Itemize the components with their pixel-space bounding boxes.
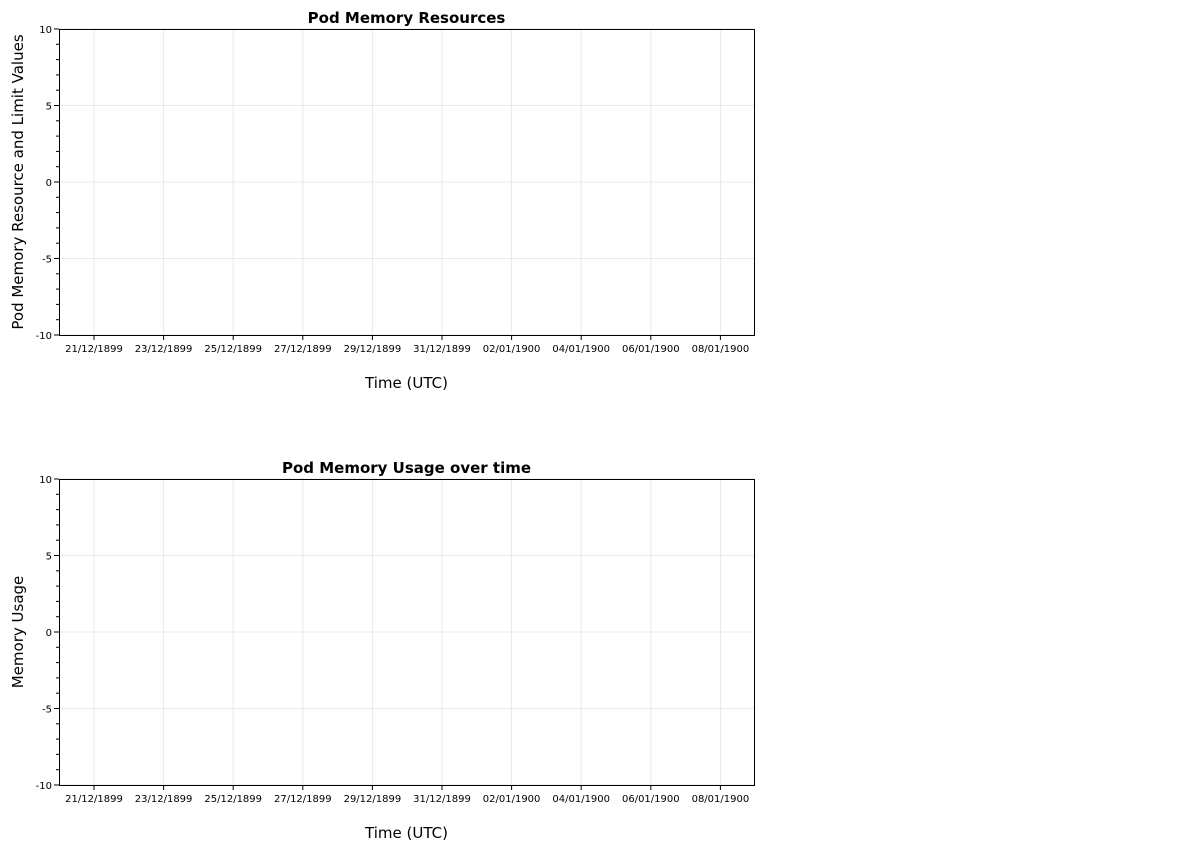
y-tick-label: 10 <box>39 475 52 486</box>
y-tick-label: 0 <box>46 628 52 639</box>
y-tick-label: 0 <box>46 178 52 189</box>
y-tick-label: -5 <box>42 255 52 266</box>
chart-title: Pod Memory Resources <box>308 9 506 27</box>
x-tick-label: 27/12/1899 <box>274 344 332 355</box>
y-tick-label: -10 <box>36 331 52 342</box>
x-tick-label: 31/12/1899 <box>413 794 471 805</box>
y-tick-label: -5 <box>42 705 52 716</box>
x-tick-label: 02/01/1900 <box>483 344 541 355</box>
chart-1: 21/12/1899 23/12/1899 25/12/1899 27/12/1899… <box>9 9 755 392</box>
chart-2: 21/12/1899 23/12/1899 25/12/1899 27/12/1899… <box>9 459 755 842</box>
plot-area-frame <box>59 29 755 336</box>
x-tick-label: 31/12/1899 <box>413 344 471 355</box>
x-tick-label: 08/01/1900 <box>692 344 750 355</box>
y-tick-label: -10 <box>36 781 52 792</box>
y-tick-label: 10 <box>39 25 52 36</box>
x-tick-label: 23/12/1899 <box>135 344 193 355</box>
x-tick-label: 04/01/1900 <box>552 344 610 355</box>
x-tick-label: 02/01/1900 <box>483 794 541 805</box>
x-axis-label: Time (UTC) <box>364 374 448 392</box>
y-axis-label: Pod Memory Resource and Limit Values <box>9 34 27 329</box>
y-tick-label: 5 <box>46 102 52 113</box>
y-tick-label: 5 <box>46 552 52 563</box>
plot-area-frame <box>59 479 755 786</box>
chart-title: Pod Memory Usage over time <box>282 459 531 477</box>
x-tick-label: 29/12/1899 <box>344 794 402 805</box>
x-tick-label: 23/12/1899 <box>135 794 193 805</box>
x-tick-label: 27/12/1899 <box>274 794 332 805</box>
x-tick-label: 08/01/1900 <box>692 794 750 805</box>
x-tick-label: 06/01/1900 <box>622 794 680 805</box>
x-tick-label: 21/12/1899 <box>65 344 123 355</box>
x-tick-label: 25/12/1899 <box>204 794 262 805</box>
x-tick-label: 29/12/1899 <box>344 344 402 355</box>
x-tick-label: 21/12/1899 <box>65 794 123 805</box>
y-axis-label: Memory Usage <box>9 576 27 689</box>
x-tick-label: 06/01/1900 <box>622 344 680 355</box>
x-tick-label: 04/01/1900 <box>552 794 610 805</box>
x-axis-label: Time (UTC) <box>364 824 448 842</box>
x-tick-label: 25/12/1899 <box>204 344 262 355</box>
